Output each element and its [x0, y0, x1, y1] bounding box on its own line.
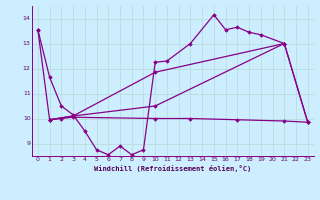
X-axis label: Windchill (Refroidissement éolien,°C): Windchill (Refroidissement éolien,°C) — [94, 165, 252, 172]
